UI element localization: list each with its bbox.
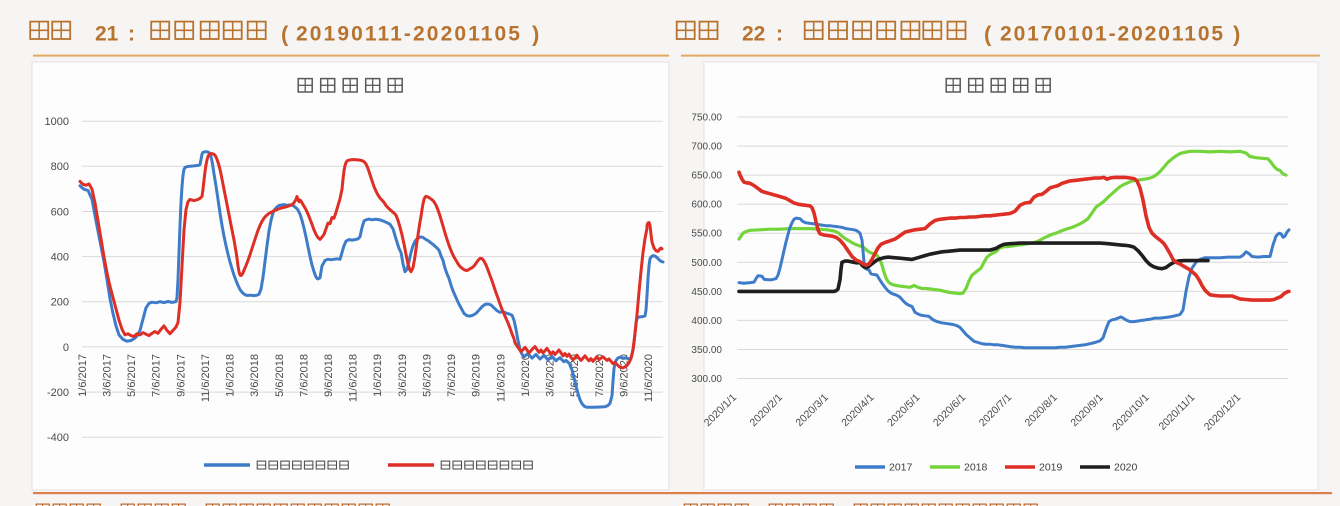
svg-text:550.00: 550.00 — [691, 229, 722, 240]
svg-text:0: 0 — [63, 342, 69, 354]
svg-text:7/6/2019: 7/6/2019 — [446, 354, 458, 397]
svg-text:5/6/2017: 5/6/2017 — [126, 354, 138, 397]
svg-text:(: ( — [281, 22, 289, 47]
svg-text:750.00: 750.00 — [691, 113, 722, 124]
svg-text:9/6/2019: 9/6/2019 — [471, 354, 483, 397]
svg-text:20170101-20201105: 20170101-20201105 — [1000, 23, 1225, 46]
svg-text:7/6/2020: 7/6/2020 — [594, 354, 606, 397]
svg-text:300.00: 300.00 — [691, 374, 722, 385]
svg-text:1/6/2017: 1/6/2017 — [77, 354, 89, 397]
svg-text:5/6/2018: 5/6/2018 — [274, 354, 286, 397]
svg-text:200: 200 — [51, 297, 69, 309]
svg-text:11/6/2018: 11/6/2018 — [348, 354, 360, 402]
svg-text:11/6/2019: 11/6/2019 — [495, 354, 507, 402]
svg-text:400.00: 400.00 — [691, 316, 722, 327]
svg-text:3/6/2017: 3/6/2017 — [101, 354, 113, 397]
svg-text:500.00: 500.00 — [691, 258, 722, 269]
svg-text:2019: 2019 — [1039, 462, 1063, 474]
svg-text:600.00: 600.00 — [691, 200, 722, 211]
svg-text:11/6/2017: 11/6/2017 — [200, 354, 212, 402]
svg-text:-200: -200 — [47, 387, 69, 399]
svg-text:650.00: 650.00 — [691, 171, 722, 182]
svg-text:11/6/2020: 11/6/2020 — [643, 354, 655, 402]
svg-text:700.00: 700.00 — [691, 142, 722, 153]
svg-text:7/6/2017: 7/6/2017 — [151, 354, 163, 397]
svg-text:600: 600 — [51, 206, 69, 218]
svg-text:1000: 1000 — [45, 116, 69, 128]
svg-text::: : — [128, 23, 135, 46]
svg-text:400: 400 — [51, 251, 69, 263]
svg-text:9/6/2018: 9/6/2018 — [323, 354, 335, 397]
svg-text:5/6/2019: 5/6/2019 — [422, 354, 434, 397]
svg-text:20190111-20201105: 20190111-20201105 — [296, 23, 522, 46]
svg-text:3/6/2018: 3/6/2018 — [249, 354, 261, 397]
svg-text:22: 22 — [742, 23, 765, 46]
svg-text:1/6/2019: 1/6/2019 — [372, 354, 384, 397]
svg-text:1/6/2018: 1/6/2018 — [225, 354, 237, 397]
svg-text:2020: 2020 — [1114, 462, 1138, 474]
svg-text:9/6/2017: 9/6/2017 — [175, 354, 187, 397]
svg-text:3/6/2020: 3/6/2020 — [545, 354, 557, 397]
svg-text:): ) — [1233, 22, 1240, 47]
svg-text:): ) — [532, 22, 539, 47]
svg-text:1/6/2020: 1/6/2020 — [520, 354, 532, 397]
svg-text:21: 21 — [95, 23, 119, 46]
svg-text:800: 800 — [51, 161, 69, 173]
svg-text:5/6/2020: 5/6/2020 — [569, 354, 581, 397]
svg-text:-400: -400 — [47, 432, 69, 444]
svg-text:7/6/2018: 7/6/2018 — [298, 354, 310, 397]
svg-text:2017: 2017 — [889, 462, 913, 474]
svg-text:450.00: 450.00 — [691, 287, 722, 298]
svg-text:3/6/2019: 3/6/2019 — [397, 354, 409, 397]
svg-text:(: ( — [984, 22, 992, 47]
svg-text:2018: 2018 — [964, 462, 988, 474]
svg-text:350.00: 350.00 — [691, 345, 722, 356]
svg-text::: : — [776, 23, 783, 46]
